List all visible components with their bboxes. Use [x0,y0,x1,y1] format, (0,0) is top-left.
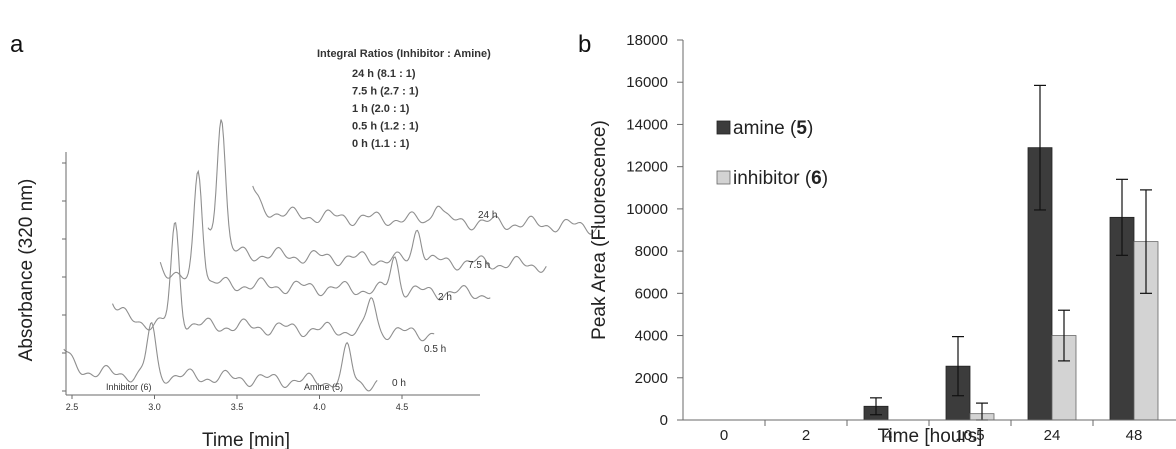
x-tick-label: 3.0 [148,402,161,412]
panel-b-x-title: Time [hours] [878,426,983,447]
ratio-entry: 0 h (1.1 : 1) [352,138,410,150]
y-tick-label: 4000 [635,328,668,345]
trace-line [160,171,490,300]
integral-ratios-title: Integral Ratios (Inhibitor : Amine) [317,48,491,60]
panel-a-x-ticks: 2.5 3.0 3.5 4.0 4.5 [66,395,409,412]
x-tick-label: 48 [1126,427,1143,444]
ratio-entry: 7.5 h (2.7 : 1) [352,86,419,98]
x-tick-label: 4.5 [396,402,409,412]
x-tick-label: 4.0 [313,402,326,412]
legend-swatch-inhibitor [717,171,730,184]
legend-swatch-amine [717,121,730,134]
x-tick-label: 2 [802,427,810,444]
bar-group [864,148,1158,420]
trace-0h: 0 h [64,323,406,391]
legend: amine (5) inhibitor (6) [717,118,828,189]
legend-label-amine: amine (5) [733,118,813,139]
x-tick-label: 0 [720,427,728,444]
y-tick-label: 8000 [635,243,668,260]
y-tick-label: 16000 [626,74,668,91]
panel-a-y-title: Absorbance (320 nm) [16,179,37,362]
y-tick-label: 18000 [626,32,668,49]
trace-label: 0 h [392,378,406,389]
peak-label-inhibitor: Inhibitor (6) [106,382,152,392]
trace-line [64,323,377,391]
y-tick-label: 0 [660,412,668,429]
panel-b-y-title: Peak Area (Fluorescence) [589,120,610,340]
chromatogram-traces: 0 h 0.5 h 2 h 7.5 h 24 h [64,120,600,391]
peak-label-amine: Amine (5) [304,382,343,392]
panel-b-label: b [578,31,591,58]
panel-a-label: a [10,31,24,58]
trace-24h: 24 h [253,186,600,234]
legend-label-inhibitor: inhibitor (6) [733,168,828,189]
y-tick-label: 6000 [635,285,668,302]
integral-ratios-list: 24 h (8.1 : 1) 7.5 h (2.7 : 1) 1 h (2.0 : … [352,68,419,150]
trace-label: 24 h [478,210,497,221]
panel-a-y-ticks [62,163,66,391]
x-tick-label: 2.5 [66,402,79,412]
trace-line [113,223,435,341]
y-tick-label: 2000 [635,370,668,387]
ratio-entry: 0.5 h (1.2 : 1) [352,121,419,133]
panel-b-y-ticks: 0 2000 4000 6000 8000 10000 12000 14000 16000 180… [626,32,683,429]
panel-a-x-title: Time [min] [202,430,290,449]
trace-2h: 2 h [160,171,490,303]
x-tick-label: 24 [1044,427,1061,444]
y-tick-label: 10000 [626,201,668,218]
trace-label: 0.5 h [424,344,446,355]
trace-line [253,186,600,234]
y-tick-label: 12000 [626,159,668,176]
trace-label: 2 h [438,292,452,303]
trace-label: 7.5 h [468,260,490,271]
x-tick-label: 3.5 [231,402,244,412]
y-tick-label: 14000 [626,116,668,133]
ratio-entry: 24 h (8.1 : 1) [352,68,416,80]
ratio-entry: 1 h (2.0 : 1) [352,103,410,115]
